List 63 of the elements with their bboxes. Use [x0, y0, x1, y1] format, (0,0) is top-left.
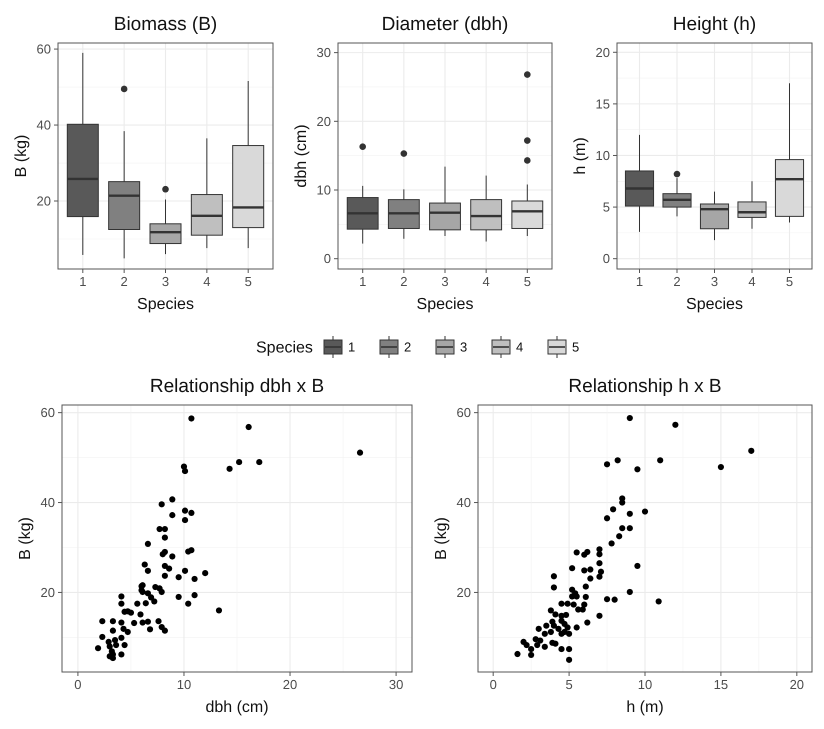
y-tick-label: 60	[40, 405, 55, 420]
x-tick-label: 0	[490, 677, 497, 692]
y-tick-label: 0	[324, 251, 331, 266]
legend-title: Species	[256, 340, 313, 357]
y-tick-label: 20	[316, 114, 331, 129]
y-tick-label: 0	[602, 251, 610, 266]
x-tick-label: 30	[388, 677, 404, 692]
x-tick-label: 1	[79, 274, 86, 289]
y-tick-label: 10	[596, 148, 610, 164]
x-tick-label: 2	[673, 274, 681, 289]
chart-title: Height (h)	[672, 14, 756, 35]
x-axis-title: Species	[686, 296, 743, 313]
y-tick-label: 20	[40, 584, 55, 600]
y-tick-label: 10	[316, 182, 331, 198]
x-tick-label: 4	[482, 274, 490, 289]
y-tick-label: 40	[456, 495, 471, 510]
y-tick-label: 60	[456, 405, 471, 420]
x-tick-label: 0	[74, 677, 82, 692]
x-tick-label: 3	[710, 274, 718, 289]
x-tick-label: 20	[790, 677, 804, 692]
y-tick-label: 20	[456, 584, 471, 600]
y-axis-title: B (kg)	[17, 517, 34, 560]
x-tick-label: 4	[203, 274, 210, 289]
x-axis-title: dbh (cm)	[205, 699, 269, 716]
y-axis-title: B (kg)	[433, 517, 450, 560]
chart-title: Biomass (B)	[114, 14, 218, 35]
chart-title: Relationship dbh x B	[150, 376, 324, 397]
y-tick-label: 60	[36, 42, 51, 57]
x-tick-label: 20	[282, 677, 298, 692]
x-axis-title: Species	[416, 296, 474, 313]
y-tick-label: 40	[36, 118, 51, 133]
x-tick-label: 3	[162, 274, 170, 289]
x-tick-label: 10	[176, 677, 192, 692]
y-tick-label: 5	[602, 200, 610, 215]
x-tick-label: 5	[565, 677, 573, 692]
legend-label: 4	[516, 340, 524, 355]
legend-label: 5	[572, 340, 580, 355]
y-tick-label: 30	[316, 45, 331, 60]
x-tick-label: 2	[400, 274, 408, 289]
x-tick-label: 1	[359, 274, 366, 289]
x-tick-label: 15	[714, 677, 728, 692]
x-tick-label: 1	[636, 274, 644, 289]
y-tick-label: 40	[40, 495, 55, 510]
x-tick-label: 10	[638, 677, 652, 692]
x-tick-label: 5	[524, 274, 531, 289]
legend-label: 3	[460, 340, 468, 355]
x-axis-title: Species	[137, 296, 194, 313]
x-axis-title: h (m)	[626, 699, 664, 716]
x-tick-label: 2	[120, 274, 128, 289]
x-tick-label: 5	[786, 274, 794, 289]
x-tick-label: 5	[244, 274, 252, 289]
legend-label: 1	[348, 340, 356, 355]
legend-label: 2	[404, 340, 412, 355]
y-tick-label: 15	[596, 96, 610, 112]
chart-title: Relationship h x B	[568, 376, 722, 397]
y-axis-title: dbh (cm)	[293, 124, 310, 188]
x-tick-label: 4	[748, 274, 756, 289]
chart-title: Diameter (dbh)	[382, 14, 508, 35]
y-tick-label: 20	[596, 44, 610, 60]
y-tick-label: 20	[36, 194, 51, 209]
y-axis-title: h (m)	[572, 137, 589, 175]
y-axis-title: B (kg)	[13, 134, 30, 178]
x-tick-label: 3	[441, 274, 449, 289]
